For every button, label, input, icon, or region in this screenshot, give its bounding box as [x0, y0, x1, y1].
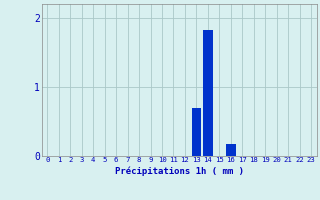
Bar [203, 30, 213, 156]
Bar [192, 108, 201, 156]
Bar [226, 144, 236, 156]
X-axis label: Précipitations 1h ( mm ): Précipitations 1h ( mm ) [115, 166, 244, 176]
